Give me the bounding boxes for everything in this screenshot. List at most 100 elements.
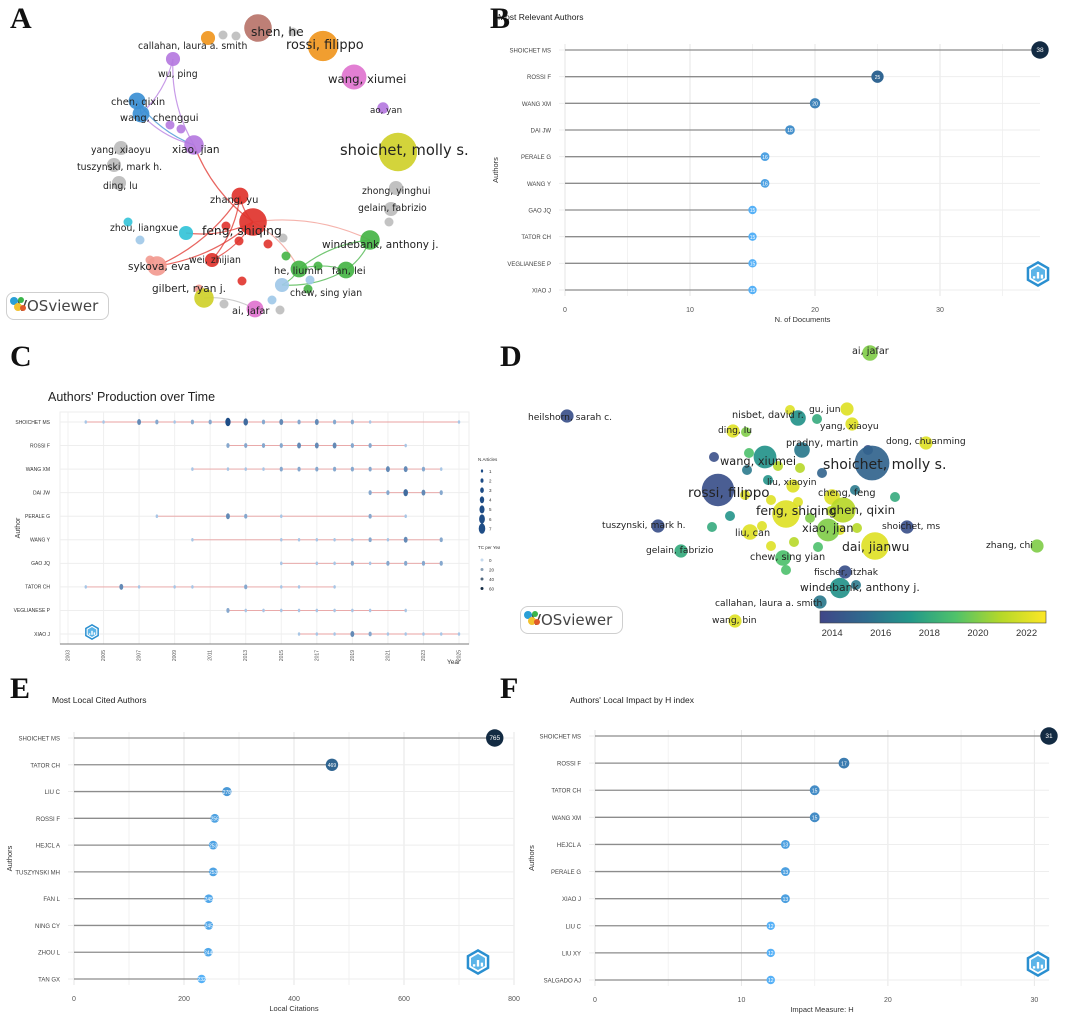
production-point: [208, 419, 212, 425]
legend-color-marker: [480, 568, 484, 571]
overlay-node: [790, 410, 806, 426]
production-point: [137, 585, 141, 589]
network-node: [111, 175, 127, 191]
production-point: [350, 466, 354, 472]
overlay-node: [838, 565, 852, 579]
overlay-node: [830, 497, 856, 523]
lollipop-point: [809, 98, 821, 109]
production-point: [368, 561, 372, 566]
category-label: LIU C: [566, 924, 582, 930]
overlay-node-label: chen, qixin: [830, 503, 895, 517]
category-label: SHOICHET MS: [539, 735, 581, 741]
panel-label-e: E: [10, 672, 31, 705]
legend-size-label: 6: [489, 517, 492, 522]
category-label: HEJCL A: [36, 844, 60, 850]
overlay-node: [919, 436, 933, 450]
network-node-label: shen, he: [251, 25, 304, 39]
author-label: VEGLIANESE P: [14, 608, 51, 614]
production-point: [297, 419, 301, 425]
legend-size-marker: [480, 478, 484, 483]
bibliometrix-hex-icon: [466, 949, 490, 975]
overlay-node-minor: [707, 522, 717, 532]
production-point: [155, 419, 159, 425]
overlay-node-label: zhang, chi: [986, 541, 1033, 551]
vosviewer-logo-icon: [524, 611, 540, 625]
network-node-label: rossi, filippo: [286, 38, 364, 53]
overlay-node: [840, 402, 854, 416]
lollipop-point: [204, 894, 214, 903]
production-point: [84, 585, 88, 589]
network-node-label: wu, ping: [158, 69, 198, 80]
production-point: [314, 442, 319, 449]
value-label: 38: [1036, 47, 1044, 54]
lollipop-point: [1040, 727, 1058, 745]
network-node-minor: [281, 251, 291, 261]
x-tick-label: 10: [738, 997, 746, 1004]
overlay-node-minor: [741, 427, 751, 437]
lollipop-b-svg: Most Relevant Authors 0 10 20 30 SHOICHET MS 3…: [491, 12, 1050, 324]
overlay-node: [900, 520, 914, 534]
production-point: [315, 537, 319, 542]
production-point: [261, 443, 266, 448]
production-point: [137, 419, 142, 425]
category-label: WANG Y: [527, 182, 551, 188]
production-point: [190, 419, 195, 425]
value-label: 15: [750, 288, 756, 294]
production-point: [333, 632, 336, 636]
production-point: [155, 514, 159, 519]
category-label: XIAO J: [532, 289, 551, 295]
overlay-node-minor: [744, 448, 754, 458]
overlay-node-label: wang, xiumei: [720, 454, 796, 468]
production-point: [368, 490, 372, 496]
x-tick-label: 600: [398, 996, 410, 1003]
lollipop-e-svg: Most Local Cited Authors 0 200 400 600 800 SHO…: [5, 695, 520, 1013]
overlay-node-label: dong, chuanming: [886, 437, 966, 447]
value-label: 13: [783, 843, 789, 849]
network-node-label: windebank, anthony j.: [322, 239, 439, 251]
production-point: [226, 467, 230, 471]
production-point: [333, 608, 336, 613]
production-point: [386, 632, 390, 636]
overlay-node-label: liu, xiaoyin: [767, 478, 817, 488]
x-tick-label: 20: [884, 997, 892, 1004]
colorbar-tick-label: 2018: [919, 628, 940, 639]
network-node-label: wang, xiumei: [328, 72, 406, 86]
vosviewer-badge-d: VOSviewer: [520, 606, 624, 634]
overlay-node-label: windebank, anthony j.: [800, 581, 920, 594]
network-node: [128, 92, 146, 110]
lollipop-point: [325, 758, 339, 771]
production-point: [279, 419, 284, 425]
legend-size-marker: [479, 505, 485, 514]
overlay-node: [753, 445, 777, 469]
lollipop-point: [197, 974, 206, 984]
production-point: [244, 467, 247, 471]
lollipop-point: [748, 259, 757, 268]
production-point: [314, 419, 319, 425]
overlay-node-minor: [890, 492, 900, 502]
legend-title-tc: TC per Year: [478, 545, 500, 550]
network-node-label: sykova, eva: [128, 261, 190, 273]
production-point: [368, 443, 372, 448]
category-label: SHOICHET MS: [18, 737, 60, 743]
year-tick-label: 2015: [279, 650, 285, 661]
overlay-node-minor: [851, 580, 861, 590]
network-node: [341, 64, 367, 90]
category-label: TUSZYNSKI MH: [15, 870, 60, 876]
production-point: [350, 560, 354, 566]
category-label: LIU C: [45, 790, 61, 796]
lollipop-point: [838, 757, 850, 769]
production-point: [332, 442, 337, 449]
value-label: 253: [209, 843, 218, 849]
year-tick-label: 2023: [421, 650, 427, 661]
production-point: [439, 632, 443, 636]
overlay-node-minor: [763, 475, 773, 485]
x-axis-label: Year: [447, 659, 461, 666]
legend-color-label: 60: [489, 586, 495, 591]
network-node-minor: [123, 217, 133, 227]
production-point: [297, 537, 301, 542]
production-point: [297, 442, 301, 449]
production-point: [280, 585, 283, 589]
colorbar-tick-label: 2014: [822, 628, 843, 639]
network-node-minor: [221, 221, 231, 231]
overlay-node-label: shoichet, ms: [882, 522, 940, 532]
